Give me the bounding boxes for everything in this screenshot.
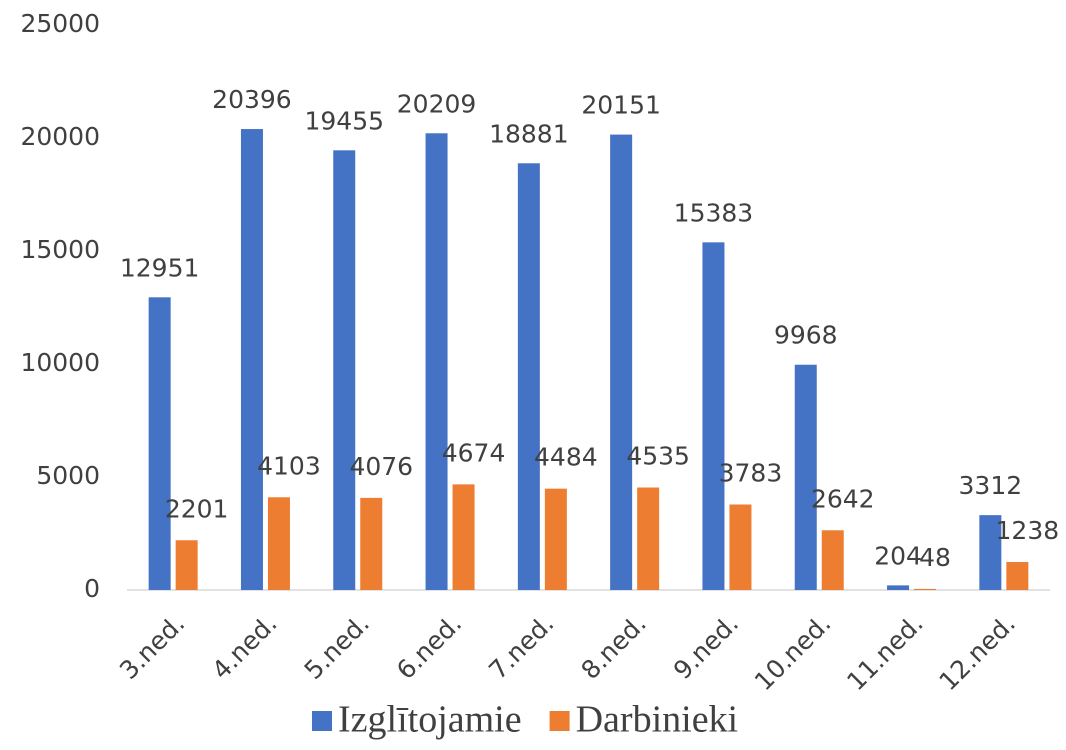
data-label: 15383 xyxy=(674,198,754,227)
x-tick-label: 7.ned. xyxy=(483,609,559,685)
bar xyxy=(821,530,844,590)
x-tick-label: 10.ned. xyxy=(749,609,837,697)
bar xyxy=(702,242,725,591)
legend-swatch xyxy=(549,711,570,731)
bar xyxy=(240,129,263,590)
data-label: 3312 xyxy=(959,471,1023,500)
bar xyxy=(452,484,475,590)
x-tick-label: 4.ned. xyxy=(206,609,282,685)
bar xyxy=(425,133,448,590)
bar xyxy=(979,515,1002,590)
data-label: 2201 xyxy=(165,494,229,523)
y-tick-label: 0 xyxy=(84,574,100,603)
x-tick-label: 11.ned. xyxy=(841,609,929,697)
x-tick-label: 5.ned. xyxy=(299,609,375,685)
data-label: 4674 xyxy=(442,438,506,467)
data-label: 204 xyxy=(874,541,922,570)
data-label: 18881 xyxy=(489,119,569,148)
bar xyxy=(175,540,198,590)
data-label: 9968 xyxy=(774,321,838,350)
data-label: 1238 xyxy=(996,516,1060,545)
data-label: 3783 xyxy=(719,459,783,488)
bar xyxy=(914,588,937,590)
data-label: 19455 xyxy=(304,106,384,135)
x-tick-label: 12.ned. xyxy=(933,609,1021,697)
bar xyxy=(360,497,383,590)
data-label: 20396 xyxy=(212,85,292,114)
legend-swatch xyxy=(312,711,332,731)
y-tick-label: 15000 xyxy=(20,235,100,264)
data-label: 4076 xyxy=(349,452,413,481)
bar xyxy=(544,488,567,590)
y-tick-label: 10000 xyxy=(20,348,100,377)
bar xyxy=(794,364,817,590)
bar xyxy=(887,585,910,590)
y-tick-label: 5000 xyxy=(36,461,100,490)
data-label: 20151 xyxy=(581,91,661,120)
legend-label: Izglītojamie xyxy=(338,699,522,741)
x-tick-label: 9.ned. xyxy=(668,609,744,685)
data-label: 12951 xyxy=(120,253,200,282)
x-tick-label: 6.ned. xyxy=(391,609,467,685)
data-label: 4535 xyxy=(626,442,690,471)
legend-label: Darbinieki xyxy=(576,699,739,741)
bar xyxy=(729,504,752,590)
bar xyxy=(333,150,356,590)
data-label: 48 xyxy=(919,543,951,572)
y-tick-label: 25000 xyxy=(20,9,100,38)
x-tick-label: 8.ned. xyxy=(576,609,652,685)
data-label: 4484 xyxy=(534,443,598,472)
bar xyxy=(610,134,633,590)
bar xyxy=(267,497,290,590)
bar xyxy=(637,487,660,590)
bar xyxy=(148,297,171,590)
data-label: 2642 xyxy=(811,484,875,513)
data-label: 20209 xyxy=(397,89,477,118)
bar xyxy=(1006,562,1029,590)
bar xyxy=(517,163,540,590)
data-label: 4103 xyxy=(257,451,321,480)
y-tick-label: 20000 xyxy=(20,122,100,151)
x-tick-label: 3.ned. xyxy=(114,609,190,685)
